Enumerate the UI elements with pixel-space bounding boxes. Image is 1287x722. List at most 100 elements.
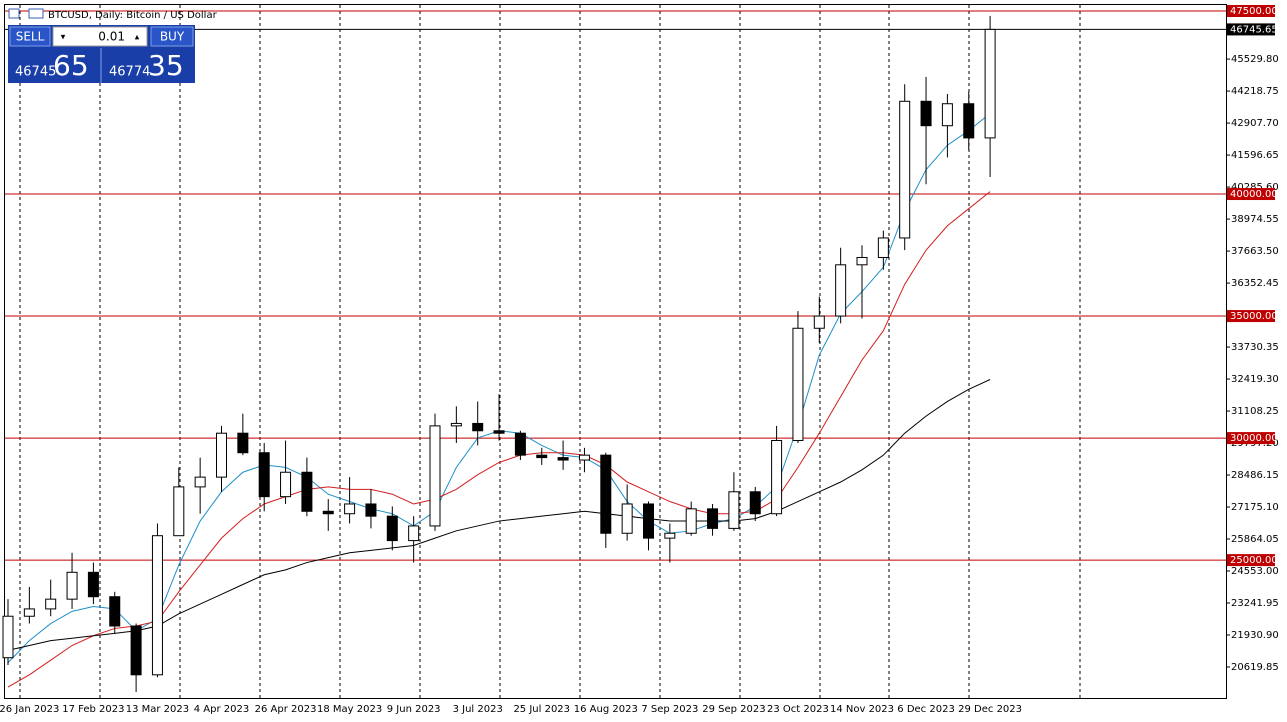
header: BTCUSD, Daily: Bitcoin / US Dollar (8, 8, 218, 21)
candle-body (258, 452, 270, 498)
candle-body (450, 422, 462, 427)
candle-body (984, 28, 996, 139)
candle-body (280, 471, 292, 498)
candle-body (493, 430, 505, 434)
y-tick-label: 21930.90 (1231, 630, 1279, 641)
candle-body (365, 503, 377, 517)
buy-label[interactable]: BUY (160, 30, 185, 44)
candle-body (23, 608, 35, 617)
trade-panel: SELL ▾ ▴ 0.01 BUY 46745 65 46774 35 (8, 25, 195, 83)
candle-body (899, 100, 911, 239)
candle-body (130, 625, 142, 676)
vol-down[interactable]: ▾ (61, 33, 66, 43)
candle-body (344, 503, 356, 515)
x-tick-label: 14 Nov 2023 (830, 704, 894, 715)
candle-body (472, 422, 484, 432)
chart-icon[interactable] (28, 8, 44, 19)
candle-body (109, 596, 121, 627)
y-tick-label: 23241.95 (1231, 598, 1279, 609)
level-label: 35000.00 (1230, 311, 1278, 322)
y-tick-label: 41596.65 (1231, 150, 1279, 161)
x-tick-label: 23 Oct 2023 (767, 704, 829, 715)
candle-body (813, 315, 825, 329)
candle-body (749, 491, 761, 515)
sell-button[interactable] (9, 26, 51, 47)
level-box (1227, 554, 1275, 567)
level-label: 47500.00 (1230, 6, 1278, 17)
candle-body (536, 454, 548, 459)
price-label: 46745.65 (1230, 24, 1278, 35)
x-tick-label: 18 May 2023 (317, 704, 382, 715)
menu-icon[interactable] (8, 8, 20, 19)
y-tick-label: 37663.50 (1231, 246, 1279, 257)
candle-body (429, 425, 441, 527)
candle-body (87, 571, 99, 598)
candle-body (173, 486, 185, 537)
candle-body (771, 440, 783, 515)
x-tick-label: 3 Jul 2023 (453, 704, 503, 715)
y-tick-label: 24553.00 (1231, 566, 1279, 577)
candle-body (408, 525, 420, 542)
candle-body (856, 256, 868, 266)
level-box (1227, 5, 1275, 18)
buy-button[interactable] (150, 26, 194, 47)
candle-body (151, 535, 163, 676)
volume-box[interactable] (52, 26, 148, 47)
buy-price-big: 35 (148, 49, 184, 82)
y-tick-label: 32419.30 (1231, 374, 1279, 385)
candle-body (514, 432, 526, 456)
candle-body (621, 503, 633, 534)
moving-average (7, 191, 991, 688)
period-separators (19, 5, 1081, 698)
x-tick-label: 4 Apr 2023 (194, 704, 249, 715)
level-label: 40000.00 (1230, 189, 1278, 200)
candle-body (301, 471, 313, 512)
y-tick-label: 42907.70 (1231, 118, 1279, 129)
vol-up[interactable]: ▴ (135, 33, 140, 43)
candle-body (578, 454, 590, 461)
candle-body (45, 598, 57, 610)
x-tick-label: 16 Aug 2023 (574, 704, 638, 715)
y-tick-label: 31108.25 (1231, 406, 1279, 417)
y-tick-label: 27175.10 (1231, 502, 1279, 513)
plot-frame (4, 4, 1227, 699)
candle-body (835, 264, 847, 317)
y-tick-label: 33730.35 (1231, 342, 1279, 353)
volume[interactable]: 0.01 (98, 30, 125, 44)
x-tick-label: 17 Feb 2023 (62, 704, 124, 715)
level-label: 30000.00 (1230, 433, 1278, 444)
price-box (1227, 23, 1275, 36)
sell-label[interactable]: SELL (16, 30, 45, 44)
level-box (1227, 310, 1275, 323)
candle-body (877, 237, 889, 258)
x-tick-label: 6 Dec 2023 (897, 704, 955, 715)
moving-average (7, 379, 991, 651)
candle-body (664, 532, 676, 539)
candle-body (963, 103, 975, 139)
level-box (1227, 188, 1275, 201)
y-tick-label: 25864.05 (1231, 534, 1279, 545)
level-label: 25000.00 (1230, 555, 1278, 566)
y-tick-label: 36352.45 (1231, 278, 1279, 289)
x-tick-label: 29 Sep 2023 (702, 704, 765, 715)
y-tick-label: 40285.60 (1231, 182, 1279, 193)
y-tick-label: 44218.75 (1231, 86, 1279, 97)
x-tick-label: 29 Dec 2023 (958, 704, 1022, 715)
x-tick-label: 25 Jul 2023 (513, 704, 570, 715)
sell-price-big: 65 (53, 49, 89, 82)
candle-body (941, 103, 953, 127)
candle-body (728, 491, 740, 529)
sell-price: 46745 (15, 65, 56, 80)
x-tick-label: 7 Sep 2023 (641, 704, 698, 715)
y-tick-label: 38974.55 (1231, 214, 1279, 225)
y-tick-label: 45529.80 (1231, 54, 1279, 65)
chart-title: BTCUSD, Daily: Bitcoin / US Dollar (48, 10, 218, 21)
x-tick-label: 9 Jun 2023 (387, 704, 441, 715)
candle-body (643, 503, 654, 539)
candle-body (66, 571, 78, 600)
candle-body (386, 515, 398, 542)
y-tick-label: 28486.15 (1231, 470, 1279, 481)
candle-body (237, 432, 249, 454)
